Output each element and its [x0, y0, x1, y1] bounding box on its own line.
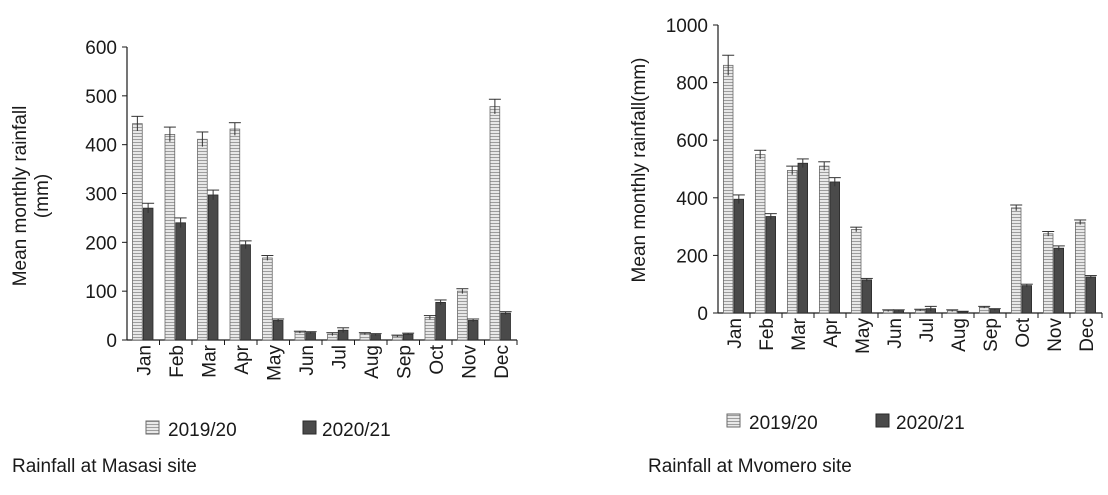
- x-tick-label: Dec: [492, 345, 513, 379]
- bar-2020-21-feb: [765, 216, 777, 314]
- bar-2020-21-apr: [240, 244, 251, 341]
- x-tick-label: Oct: [1013, 317, 1034, 347]
- x-tick-label: Mar: [199, 344, 220, 377]
- legend-label-2020-21: 2020/21: [322, 420, 391, 441]
- legend-swatch-2019-20: [726, 413, 741, 428]
- x-tick-label: Jul: [917, 318, 938, 342]
- bar-2020-21-dec: [1085, 276, 1097, 314]
- bar-2020-21-may: [861, 279, 873, 314]
- bar-2019-20-feb: [754, 154, 766, 314]
- bar-2020-21-apr: [829, 181, 841, 314]
- y-tick-label: 0: [106, 331, 117, 352]
- x-tick-label: Sep: [981, 318, 1002, 352]
- bar-2020-21-feb: [175, 222, 186, 341]
- x-tick-label: Dec: [1077, 318, 1098, 352]
- y-tick-label: 400: [676, 189, 708, 210]
- legend-swatch-2020-21: [875, 413, 890, 428]
- x-tick-label: Nov: [459, 345, 480, 379]
- bar-2019-20-mar: [786, 170, 798, 314]
- chart-caption: Rainfall at Masasi site: [12, 456, 197, 477]
- y-tick-label: 600: [85, 38, 117, 59]
- y-axis-title: Mean monthly rainfall: [10, 106, 31, 287]
- bar-2020-21-may: [272, 320, 284, 341]
- y-tick-label: 600: [676, 131, 708, 152]
- x-tick-label: Aug: [949, 318, 970, 352]
- legend-label-2019-20: 2019/20: [168, 420, 237, 441]
- chart-panel-masasi: 0 100 200 300 400 500 600 Mean monthly rainfall…: [10, 38, 518, 477]
- chart-mvomero: 0 200 400 600 800 1000 Mean monthly rainfall(m…: [629, 16, 1103, 477]
- x-tick-label: Feb: [757, 318, 778, 351]
- x-tick-label: Apr: [232, 344, 253, 374]
- bar-2019-20-may: [262, 257, 273, 341]
- chart-panel-mvomero: 0 200 400 600 800 1000 Mean monthly rainfall(m…: [560, 0, 1108, 495]
- x-tick-label: May: [853, 318, 874, 354]
- legend-label-2019-20: 2019/20: [749, 413, 818, 434]
- bar-2020-21-mar: [797, 162, 809, 314]
- x-tick-label: Apr: [821, 317, 842, 347]
- bar-2019-20-may: [850, 229, 862, 314]
- y-tick-label: 200: [676, 246, 708, 267]
- bar-2020-21-nov: [1053, 247, 1065, 314]
- y-axis-title: Mean monthly rainfall(mm): [629, 58, 650, 283]
- bar-2019-20-jan: [722, 64, 734, 314]
- x-tick-label: Jul: [329, 345, 350, 369]
- y-tick-label: 0: [697, 304, 708, 325]
- x-tick-label: May: [264, 345, 285, 381]
- y-tick-label: 500: [85, 87, 117, 108]
- x-tick-label: Oct: [427, 344, 448, 374]
- legend-swatch-2020-21: [302, 420, 317, 435]
- bar-2019-20-mar: [197, 138, 208, 341]
- bar-2019-20-nov: [457, 290, 468, 341]
- bar-2019-20-oct: [1010, 207, 1022, 314]
- bar-2020-21-jan: [142, 207, 154, 341]
- bar-2019-20-apr: [818, 165, 830, 314]
- y-tick-label: 800: [676, 74, 708, 95]
- bar-2019-20-jun: [294, 331, 306, 341]
- x-tick-label: Mar: [789, 317, 810, 350]
- chart-caption: Rainfall at Mvomero site: [648, 456, 852, 477]
- x-tick-label: Jun: [885, 318, 906, 349]
- bar-2019-20-nov: [1042, 233, 1054, 314]
- y-tick-label: 100: [85, 282, 117, 303]
- bar-2020-21-jan: [733, 198, 745, 314]
- x-tick-label: Feb: [167, 345, 188, 378]
- bar-2020-21-oct: [1021, 285, 1033, 314]
- bar-2020-21-mar: [207, 194, 219, 341]
- bar-2020-21-oct: [435, 301, 446, 341]
- legend-label-2020-21: 2020/21: [896, 413, 965, 434]
- bar-2019-20-oct: [424, 317, 436, 341]
- bar-2020-21-nov: [467, 320, 479, 341]
- y-axis-title: (mm): [32, 174, 53, 218]
- bar-2020-21-dec: [500, 312, 511, 341]
- bar-2019-20-feb: [164, 134, 176, 341]
- x-tick-label: Jan: [134, 345, 155, 376]
- x-tick-label: Nov: [1045, 318, 1066, 352]
- legend-swatch-2019-20: [145, 420, 160, 435]
- x-tick-label: Jun: [297, 345, 318, 376]
- y-tick-label: 300: [85, 185, 117, 206]
- x-tick-label: Aug: [362, 345, 383, 379]
- y-tick-label: 400: [85, 136, 117, 157]
- y-tick-label: 1000: [666, 16, 708, 37]
- bar-2019-20-apr: [229, 128, 241, 341]
- y-tick-label: 200: [85, 233, 117, 254]
- bar-2019-20-dec: [1075, 221, 1086, 314]
- x-tick-label: Jan: [725, 318, 746, 349]
- x-tick-label: Sep: [394, 345, 415, 379]
- bar-2019-20-jan: [132, 123, 143, 341]
- chart-masasi: 0 100 200 300 400 500 600 Mean monthly rainfall…: [10, 38, 518, 477]
- bar-2020-21-jun: [305, 332, 316, 341]
- bar-2019-20-dec: [489, 106, 501, 341]
